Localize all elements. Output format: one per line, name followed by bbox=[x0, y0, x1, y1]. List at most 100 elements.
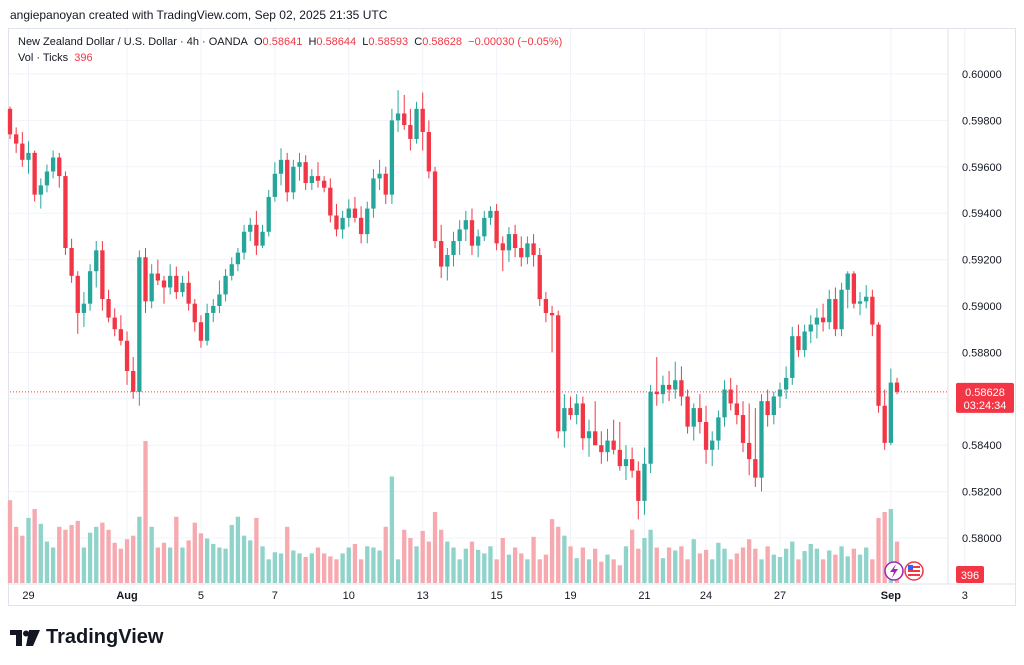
open-value: 0.58641 bbox=[262, 36, 303, 48]
candle-body bbox=[81, 303, 87, 313]
volume-bar bbox=[636, 548, 641, 583]
volume-bar bbox=[599, 561, 604, 583]
chart-frame[interactable] bbox=[8, 28, 1016, 606]
candle-body bbox=[50, 157, 56, 172]
last-price-badge[interactable]: 0.58628 03:24:34 bbox=[956, 382, 1014, 413]
volume-bar bbox=[475, 549, 481, 583]
time-tick-label: 3 bbox=[962, 590, 968, 602]
lightning-icon[interactable] bbox=[884, 561, 904, 581]
candle-body bbox=[69, 248, 74, 276]
candle-body bbox=[303, 162, 308, 184]
tradingview-logo-icon bbox=[10, 629, 40, 646]
volume-bar bbox=[63, 529, 68, 583]
tradingview-logo[interactable]: TradingView bbox=[10, 626, 163, 649]
candle-body bbox=[611, 440, 616, 450]
candle-body bbox=[716, 417, 721, 441]
volume-bar bbox=[660, 558, 666, 583]
symbol-description[interactable]: New Zealand Dollar / U.S. Dollar · 4h · … bbox=[18, 36, 248, 48]
chart-legend: New Zealand Dollar / U.S. Dollar · 4h · … bbox=[18, 34, 562, 66]
volume-bar bbox=[857, 554, 863, 583]
volume-bar bbox=[14, 526, 19, 583]
candle-body bbox=[888, 382, 893, 443]
volume-bar bbox=[790, 541, 795, 583]
volume-bar bbox=[38, 523, 43, 583]
volume-bar bbox=[32, 509, 37, 583]
volume-bar bbox=[44, 541, 50, 583]
candle-body bbox=[272, 173, 278, 197]
candle-body bbox=[463, 220, 468, 230]
candle-body bbox=[790, 336, 795, 378]
volume-bar bbox=[426, 541, 432, 583]
volume-bar bbox=[297, 553, 302, 583]
candle-body bbox=[549, 312, 555, 316]
volume-value: 396 bbox=[74, 52, 93, 64]
volume-bar bbox=[266, 559, 271, 583]
volume-bar bbox=[143, 441, 148, 583]
candle-body bbox=[180, 282, 185, 293]
volume-bar bbox=[241, 535, 247, 583]
price-axis: 0.60000 0.59800 0.59600 0.59400 0.59200 0.590… bbox=[962, 69, 1002, 545]
volume-bar bbox=[463, 548, 468, 583]
volume-bar bbox=[389, 476, 395, 583]
volume-bar bbox=[328, 556, 333, 583]
candle-body bbox=[315, 176, 321, 181]
volume-bar bbox=[81, 547, 87, 583]
volume-bar bbox=[303, 556, 308, 583]
candle-body bbox=[321, 180, 327, 188]
volume-bar bbox=[611, 559, 616, 583]
candle-body bbox=[291, 166, 296, 193]
candle-body bbox=[679, 380, 684, 397]
volume-bar bbox=[124, 539, 130, 583]
volume-label[interactable]: Vol · Ticks bbox=[18, 52, 69, 64]
volume-bar bbox=[451, 547, 456, 583]
low-value: 0.58593 bbox=[368, 36, 409, 48]
candle-body bbox=[728, 389, 733, 404]
candle-body bbox=[186, 282, 191, 304]
volume-bar bbox=[488, 546, 493, 583]
volume-bar bbox=[722, 548, 727, 583]
volume-bar bbox=[882, 512, 887, 583]
candle-body bbox=[451, 241, 456, 255]
chart-credit: angiepanoyan created with TradingView.co… bbox=[10, 8, 388, 22]
candle-body bbox=[63, 176, 68, 248]
us-flag-icon[interactable] bbox=[904, 561, 924, 581]
volume-bar bbox=[100, 522, 105, 583]
open-label: O bbox=[253, 36, 263, 48]
volume-bar bbox=[642, 538, 647, 583]
volume-bar bbox=[629, 529, 635, 583]
volume-bar bbox=[494, 559, 499, 583]
time-tick-label: 21 bbox=[638, 590, 650, 602]
volume-bar bbox=[340, 553, 345, 583]
candle-body bbox=[161, 280, 167, 288]
volume-bar bbox=[525, 559, 530, 583]
candle-body bbox=[229, 264, 234, 276]
volume-bar bbox=[808, 543, 813, 583]
candle-body bbox=[703, 422, 709, 450]
volume-bar bbox=[352, 543, 358, 583]
candle-body bbox=[235, 252, 241, 265]
candle-body bbox=[340, 217, 345, 230]
candle-body bbox=[771, 396, 776, 416]
volume-bar bbox=[346, 547, 351, 583]
volume-row: Vol · Ticks 396 bbox=[18, 50, 562, 66]
volume-bar bbox=[192, 522, 197, 583]
volume-bar bbox=[321, 553, 327, 583]
volume-bar bbox=[833, 554, 838, 583]
ohlc-row: New Zealand Dollar / U.S. Dollar · 4h · … bbox=[18, 34, 562, 50]
candle-body bbox=[223, 275, 228, 295]
candle-body bbox=[420, 108, 425, 132]
volume-bar bbox=[161, 542, 167, 583]
volume-bar bbox=[211, 543, 216, 583]
volume-bar bbox=[248, 540, 253, 583]
volume-bar bbox=[371, 547, 376, 583]
time-tick-label: 29 bbox=[22, 590, 34, 602]
candle-body bbox=[623, 459, 629, 467]
volume-bar bbox=[537, 559, 542, 583]
candle-body bbox=[697, 408, 703, 422]
candle-body bbox=[685, 396, 690, 427]
candle-body bbox=[192, 303, 197, 323]
volume-bar bbox=[617, 565, 622, 583]
candle-body bbox=[654, 391, 659, 395]
volume-bar bbox=[482, 553, 487, 583]
